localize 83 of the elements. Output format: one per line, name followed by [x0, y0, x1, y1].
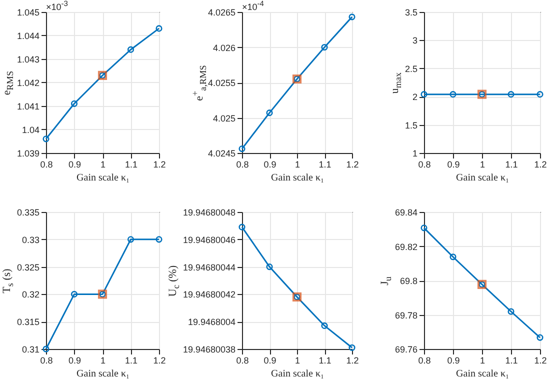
- point: [321, 44, 328, 51]
- x-tick-label: 1.2: [534, 160, 547, 170]
- x-tick-label: 1.2: [153, 356, 166, 366]
- y-tick-label: 19.9468004: [188, 317, 236, 328]
- y-tick-label: 19.94680048: [182, 208, 236, 218]
- y-tick-label: 69.82: [394, 242, 418, 252]
- x-tick-label: 1.1: [505, 356, 518, 366]
- y-tick-label: 69.76: [394, 344, 418, 354]
- x-axis-title: Gain scale κ₁: [271, 368, 324, 380]
- y-tick-label: 1.043: [16, 54, 40, 64]
- x-tick-label: 0.9: [264, 160, 276, 170]
- y-tick-label: 3.5: [404, 8, 418, 18]
- text: ×10$^{-4}$: [242, 0, 264, 12]
- x-axis-title: Gain scale κ₁: [76, 368, 130, 380]
- y-tick-label: 4.0245: [208, 148, 236, 158]
- point: [70, 100, 78, 107]
- x-tick-label: 0.8: [236, 160, 249, 170]
- y-tick-label: 69.78: [394, 310, 418, 320]
- text: ×10$^{-3}$: [46, 0, 68, 12]
- x-tick-label: 1.2: [153, 160, 166, 170]
- point: [508, 308, 514, 315]
- x-tick-label: 1: [294, 356, 300, 366]
- x-tick-label: 1.2: [346, 356, 359, 366]
- y-tick-label: 4.026: [212, 42, 236, 53]
- point: [321, 322, 328, 329]
- x-tick-label: 0.9: [68, 356, 82, 366]
- point: [127, 46, 134, 53]
- x-tick-label: 1: [100, 356, 106, 366]
- x-tick-label: 0.8: [40, 160, 53, 170]
- y-tick-label: 0.325: [16, 262, 40, 272]
- x-tick-label: 0.8: [418, 356, 431, 366]
- y-tick-label: 69.8: [400, 276, 418, 286]
- point: [70, 290, 78, 298]
- x-tick-label: 1.1: [318, 356, 332, 366]
- x-tick-label: 1.1: [505, 160, 518, 170]
- x-tick-label: 0.8: [40, 356, 53, 366]
- x-tick-label: 0.9: [264, 356, 276, 366]
- y-tick-label: 0.32: [22, 290, 40, 300]
- x-tick-label: 1: [100, 160, 106, 170]
- x-tick-label: 0.8: [418, 160, 431, 170]
- point: [266, 264, 273, 270]
- point: [266, 110, 273, 116]
- x-axis-title: Gain scale κ₁: [76, 172, 130, 184]
- x-tick-label: 1: [480, 160, 486, 170]
- y-tick-label: 1.041: [16, 102, 40, 112]
- y-tick-label: 19.94680042: [182, 290, 236, 300]
- point: [450, 254, 456, 260]
- x-tick-label: 0.8: [236, 356, 249, 366]
- y-tick-label: 19.94680038: [182, 344, 236, 354]
- y-tick-label: 4.0255: [208, 78, 236, 88]
- x-tick-label: 0.9: [68, 160, 82, 170]
- x-tick-label: 0.9: [447, 160, 460, 170]
- y-tick-label: 4.0265: [208, 8, 236, 18]
- y-tick-label: 1.044: [16, 31, 40, 41]
- point: [127, 236, 134, 243]
- y-tick-label: 2.5: [404, 64, 418, 74]
- x-tick-label: 1.2: [346, 160, 359, 170]
- x-axis-title: Gain scale κ₁: [271, 172, 324, 184]
- y-tick-label: 1.04: [22, 125, 40, 135]
- x-axis-title: Gain scale κ₁: [456, 172, 509, 184]
- y-tick-label: 1.042: [16, 78, 40, 88]
- y-tick-label: 69.84: [394, 208, 418, 218]
- x-tick-label: 1.1: [124, 356, 138, 366]
- y-tick-label: 1: [412, 148, 418, 158]
- y-tick-label: 4.025: [212, 113, 236, 124]
- x-tick-label: 0.9: [447, 356, 460, 366]
- x-tick-label: 1.1: [124, 160, 138, 170]
- y-tick-label: 19.94680044: [182, 262, 236, 272]
- x-tick-label: 1.2: [534, 356, 547, 366]
- y-tick-label: 3: [412, 36, 418, 46]
- x-tick-label: 1: [480, 356, 486, 366]
- y-tick-label: 0.335: [16, 208, 40, 218]
- y-tick-label: 19.94680046: [182, 234, 236, 245]
- x-tick-label: 1: [294, 160, 300, 170]
- y-tick-label: 0.33: [22, 234, 40, 245]
- y-tick-label: 1.039: [16, 148, 40, 158]
- x-axis-title: Gain scale κ₁: [456, 368, 509, 380]
- y-tick-label: 1.5: [404, 120, 418, 130]
- y-tick-label: 1.045: [16, 8, 40, 18]
- y-tick-label: 2: [412, 92, 418, 102]
- y-tick-label: 0.315: [16, 317, 40, 328]
- x-tick-label: 1.1: [318, 160, 332, 170]
- y-tick-label: 0.31: [22, 344, 40, 354]
